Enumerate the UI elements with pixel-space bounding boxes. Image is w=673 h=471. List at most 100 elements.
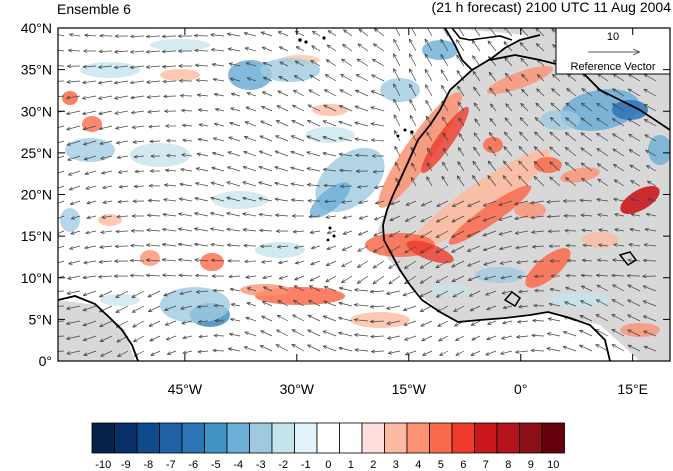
wind-vector — [389, 215, 401, 221]
wind-vector — [258, 150, 273, 157]
wind-vector — [226, 243, 241, 248]
wind-vector — [470, 350, 481, 356]
colorbar-label: 0 — [325, 459, 331, 471]
wind-vector — [547, 214, 561, 219]
wind-vector — [244, 121, 257, 127]
wind-vector — [195, 273, 209, 278]
wind-vector — [489, 87, 497, 97]
wind-vector — [339, 168, 353, 173]
wind-vector — [338, 136, 353, 142]
wind-vector — [196, 93, 209, 98]
wind-vector — [564, 301, 577, 307]
wind-vector — [358, 200, 369, 205]
wind-vector — [198, 108, 209, 112]
wind-vector — [424, 53, 433, 67]
colorbar-label: 1 — [348, 459, 354, 471]
wind-vector — [502, 160, 513, 172]
wind-vector — [627, 344, 641, 352]
wind-vector — [309, 275, 321, 282]
wind-vector — [386, 320, 401, 325]
wind-vector — [146, 34, 161, 39]
wind-vector — [515, 350, 529, 354]
wind-vector — [228, 136, 241, 142]
wind-vector — [566, 88, 577, 97]
wind-vector — [146, 95, 161, 99]
wind-vector — [165, 335, 177, 341]
wind-vector — [86, 215, 97, 220]
wind-vector — [230, 92, 241, 97]
wind-vector — [473, 146, 481, 157]
wind-vector — [371, 349, 385, 354]
wind-vector — [113, 80, 129, 85]
wind-vector — [132, 199, 145, 204]
colorbar-swatch — [361, 422, 385, 454]
colorbar-swatch — [339, 422, 363, 454]
wind-vector — [409, 114, 417, 127]
wind-vector — [58, 32, 65, 37]
wind-vector — [180, 305, 193, 310]
wind-vector — [482, 245, 497, 252]
wind-vector — [260, 120, 273, 127]
wind-vector — [294, 275, 305, 281]
wind-vector — [393, 53, 401, 67]
anomaly-patch — [582, 232, 618, 248]
wind-vector — [472, 70, 481, 82]
wind-vector — [613, 197, 625, 202]
wind-vector — [580, 213, 593, 218]
wind-vector — [66, 335, 81, 340]
colorbar-swatch — [519, 422, 543, 454]
wind-vector — [357, 43, 369, 52]
wind-vector — [98, 65, 113, 69]
anomaly-patch — [409, 149, 551, 251]
colorbar-label: -2 — [278, 459, 288, 471]
wind-vector — [467, 245, 481, 252]
wind-vector — [354, 137, 369, 142]
wind-vector — [58, 200, 65, 204]
wind-vector — [307, 344, 321, 352]
wind-vector — [277, 244, 289, 249]
wind-vector — [210, 196, 225, 202]
wind-vector — [242, 181, 257, 187]
wind-vector — [484, 275, 497, 281]
wind-vector — [487, 160, 497, 172]
wind-vector — [371, 58, 385, 67]
colorbar-label: 5 — [438, 459, 444, 471]
wind-vector — [307, 198, 321, 203]
wind-vector — [354, 333, 369, 337]
wind-vector — [596, 273, 609, 278]
wind-vector — [325, 59, 337, 67]
wind-vector — [323, 183, 337, 188]
wind-vector — [309, 230, 321, 234]
wind-vector — [374, 200, 385, 205]
wind-vector — [518, 160, 529, 172]
wind-vector — [531, 333, 545, 338]
wind-vector — [291, 344, 305, 352]
wind-vector — [310, 59, 321, 67]
wind-vector — [425, 99, 433, 112]
anomaly-patch — [312, 104, 348, 116]
wind-vector — [326, 44, 337, 52]
wind-vector — [419, 245, 433, 254]
wind-vector — [435, 260, 449, 269]
anomaly-patch — [534, 157, 562, 173]
wind-vector — [213, 303, 225, 308]
wind-vector — [436, 290, 449, 298]
wind-vector — [117, 350, 129, 357]
wind-vector — [278, 260, 289, 265]
wind-vector — [291, 329, 305, 337]
wind-vector — [194, 33, 209, 38]
wind-vector — [212, 151, 225, 157]
wind-vector — [404, 275, 417, 285]
wind-vector — [564, 131, 577, 142]
anomaly-patch — [160, 69, 200, 81]
wind-vector — [372, 43, 385, 52]
wind-vector — [503, 146, 513, 157]
wind-vector — [161, 34, 177, 39]
wind-vector — [245, 106, 257, 112]
wind-vector — [261, 105, 273, 112]
wind-vector — [521, 73, 529, 82]
wind-vector — [148, 305, 161, 313]
wind-vector — [179, 78, 193, 83]
wind-vector — [290, 150, 305, 157]
wind-vector — [197, 349, 209, 354]
